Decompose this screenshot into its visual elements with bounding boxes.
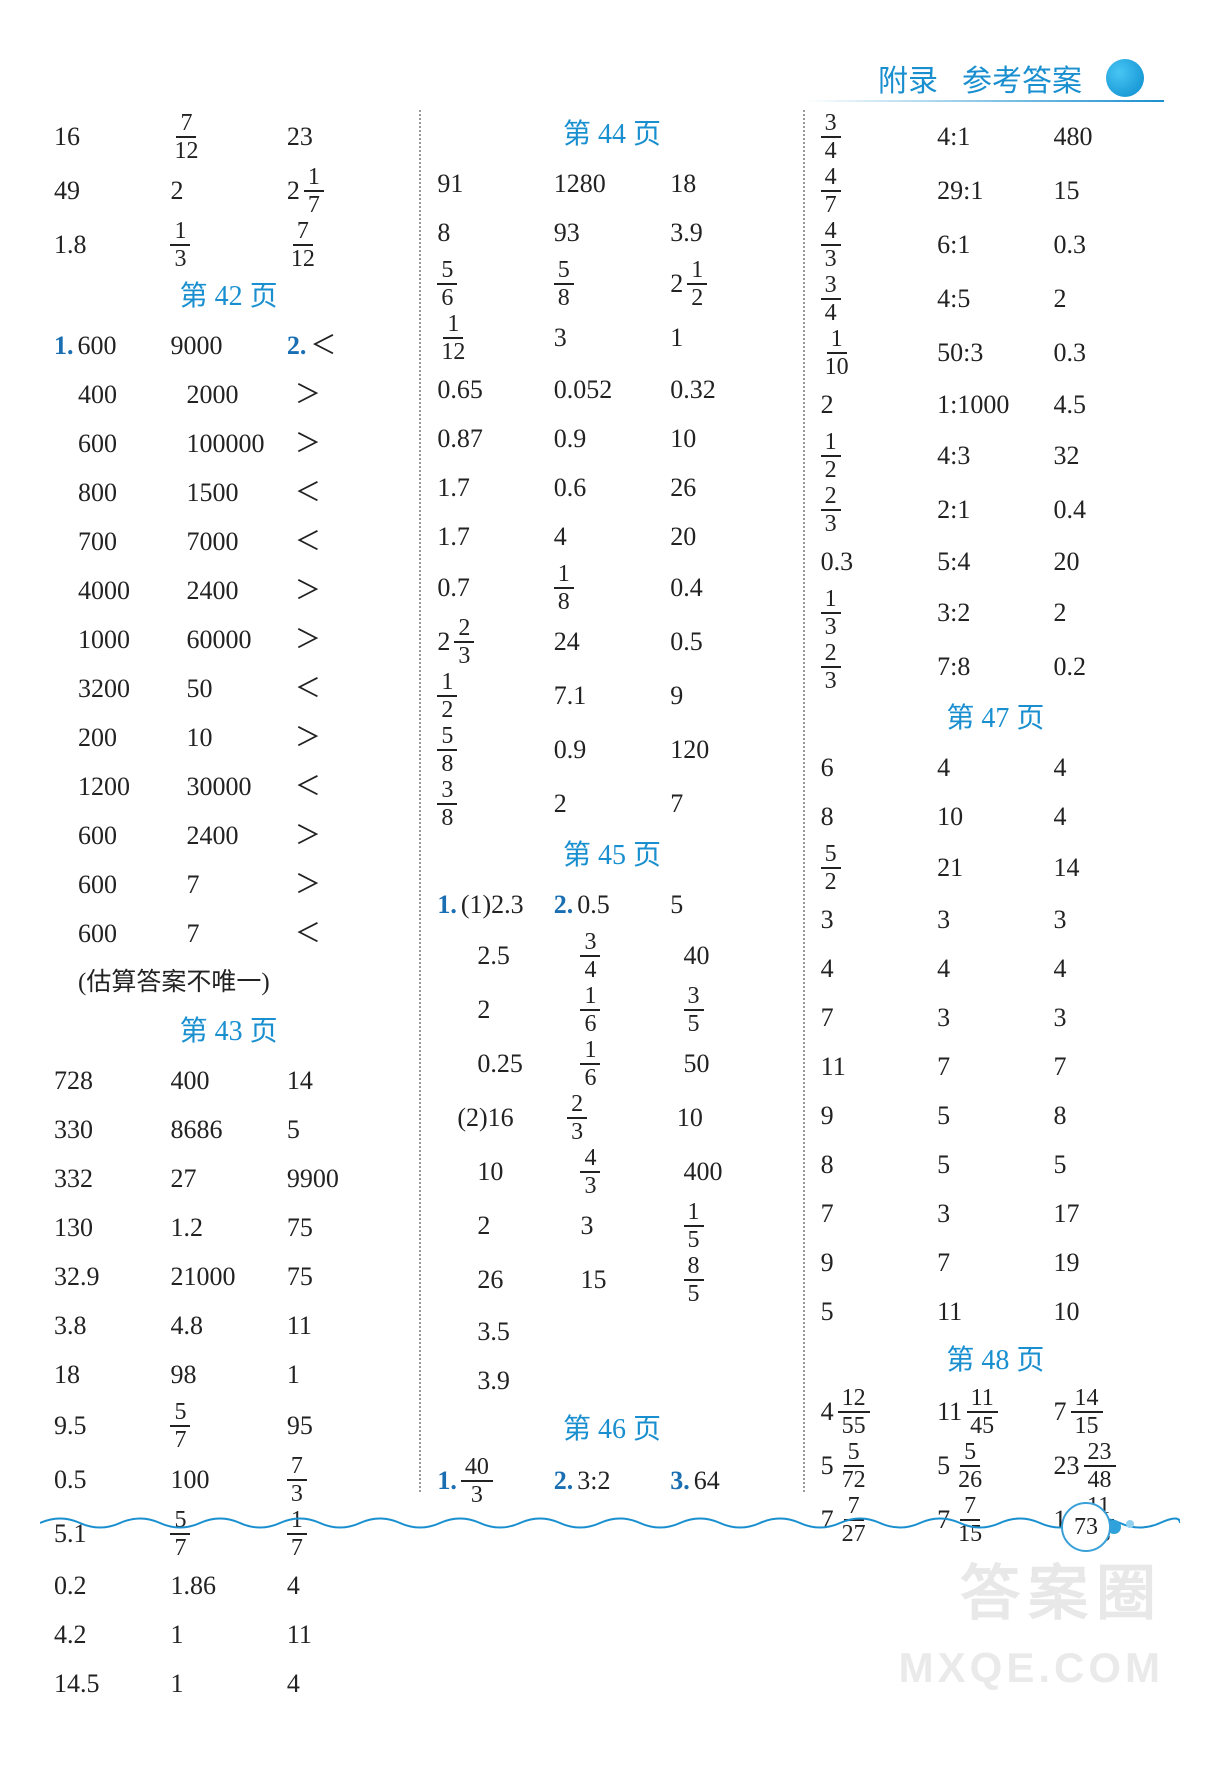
answer-key-page: 附录 参考答案 16 712 23 49 2 217 1.8 13 712 第 … <box>0 0 1224 1792</box>
header-left: 附录 <box>878 56 938 100</box>
header-dot-icon <box>1106 59 1144 97</box>
cell: 712 <box>287 218 403 272</box>
section-heading: 第 44 页 <box>437 110 786 159</box>
cell: 712 <box>170 110 286 164</box>
cell: 9000 <box>170 333 286 359</box>
column-separator <box>803 110 805 1492</box>
page-header: 附录 参考答案 <box>878 56 1144 100</box>
page-number-value: 73 <box>1061 1502 1111 1552</box>
section-heading: 第 45 页 <box>437 831 786 880</box>
section-heading: 第 48 页 <box>821 1336 1170 1385</box>
column-2: 第 44 页 91128018 8933.9 5658212 11231 0.6… <box>427 110 796 1492</box>
section-heading: 第 43 页 <box>54 1007 403 1056</box>
cell: 2.＜ <box>287 333 403 359</box>
column-1: 16 712 23 49 2 217 1.8 13 712 第 42 页 1.6… <box>44 110 413 1492</box>
cell: 217 <box>287 164 403 218</box>
watermark-cn: 答案圈 <box>960 1545 1164 1632</box>
cell: 2 <box>170 178 286 204</box>
watermark-en: MXQE.COM <box>899 1644 1164 1692</box>
section-heading: 第 46 页 <box>437 1405 786 1454</box>
section-heading: 第 47 页 <box>821 694 1170 743</box>
page-number-beads-icon <box>1107 1520 1134 1534</box>
row: 49 2 217 <box>54 164 403 218</box>
header-right: 参考答案 <box>962 56 1082 100</box>
column-separator <box>419 110 421 1492</box>
content-columns: 16 712 23 49 2 217 1.8 13 712 第 42 页 1.6… <box>44 110 1180 1492</box>
row: 1.600 9000 2.＜ <box>54 321 403 370</box>
cell: 16 <box>54 124 170 150</box>
wave-divider-icon <box>40 1514 1180 1532</box>
cell: 13 <box>170 218 286 272</box>
section-heading: 第 42 页 <box>54 272 403 321</box>
mixed-fraction: 217 <box>287 164 324 218</box>
cell: 49 <box>54 178 170 204</box>
cell: 1.8 <box>54 232 170 258</box>
cell: 23 <box>287 124 403 150</box>
row: 16 712 23 <box>54 110 403 164</box>
fraction: 712 <box>170 110 202 164</box>
header-underline <box>804 100 1164 102</box>
column-3: 344:1480 4729:115 436:10.3 344:52 11050:… <box>811 110 1180 1492</box>
row: 1.8 13 712 <box>54 218 403 272</box>
cell: 1.600 <box>54 333 170 359</box>
